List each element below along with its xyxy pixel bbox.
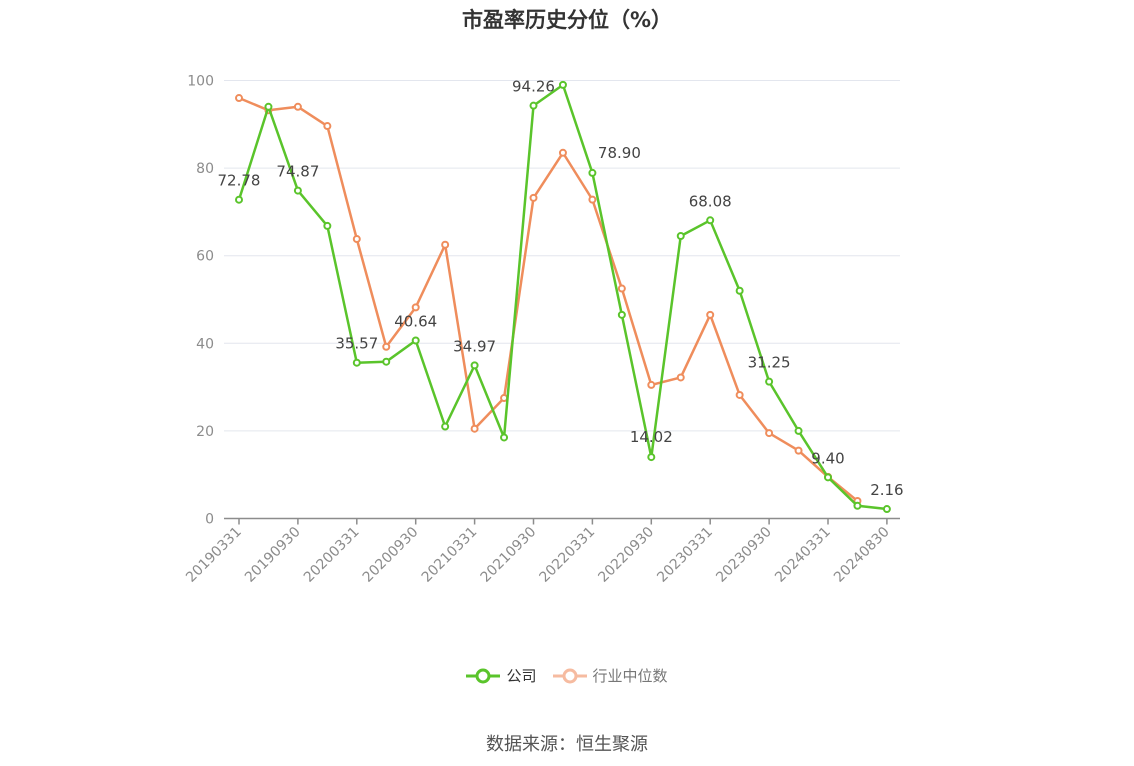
x-tick-label: 20240331 xyxy=(772,524,834,586)
x-axis: 2019033120190930202003312020093020210331… xyxy=(183,517,900,586)
data-point xyxy=(558,148,567,157)
data-point xyxy=(735,286,744,295)
data-point xyxy=(500,433,509,442)
legend-company-swatch-icon xyxy=(466,668,501,683)
legend-item-industry[interactable]: 行业中位数 xyxy=(552,665,668,686)
y-tick-label: 0 xyxy=(205,512,214,528)
data-point xyxy=(382,342,391,351)
data-label: 40.64 xyxy=(394,312,437,330)
data-point xyxy=(235,195,243,204)
x-tick-label: 20190331 xyxy=(183,524,245,586)
chart-title: 市盈率历史分位（%） xyxy=(461,8,673,32)
grid-lines xyxy=(224,80,900,432)
x-tick-label: 20200930 xyxy=(360,524,422,586)
data-point xyxy=(382,357,391,366)
data-point xyxy=(411,336,420,345)
data-point xyxy=(735,390,744,399)
data-point xyxy=(794,446,803,455)
y-tick-label: 80 xyxy=(196,161,214,177)
data-point xyxy=(765,377,774,386)
data-label: 35.57 xyxy=(335,335,378,353)
data-point xyxy=(765,429,774,438)
data-point xyxy=(529,101,538,110)
data-point xyxy=(617,310,626,319)
series-industry xyxy=(235,94,862,505)
x-tick-label: 20210930 xyxy=(478,524,540,586)
x-tick-label: 20240830 xyxy=(831,524,893,586)
data-label: 68.08 xyxy=(689,192,732,210)
x-tick-label: 20230930 xyxy=(713,524,775,586)
data-labels: 72.78 74.87 35.57 40.64 34.97 94.26 78.90 14.02… xyxy=(218,78,904,499)
data-point xyxy=(235,94,243,103)
legend-item-company[interactable]: 公司 xyxy=(466,665,537,686)
data-label: 31.25 xyxy=(748,354,791,372)
legend: 公司 行业中位数 xyxy=(0,665,1134,686)
data-point xyxy=(470,361,479,370)
data-point xyxy=(588,168,597,177)
data-label: 72.78 xyxy=(218,172,261,190)
x-tick-label: 20210331 xyxy=(419,524,481,586)
data-point xyxy=(411,303,420,312)
y-axis: 0 20 40 60 80 100 xyxy=(187,74,214,528)
data-point xyxy=(706,216,715,225)
x-tick-label: 20220930 xyxy=(595,524,657,586)
data-label: 14.02 xyxy=(630,428,673,446)
x-tick-label: 20200331 xyxy=(301,524,363,586)
data-point xyxy=(352,235,361,244)
legend-company-label: 公司 xyxy=(506,667,537,685)
source-note: 数据来源：恒生聚源 xyxy=(486,734,648,755)
data-label: 9.40 xyxy=(811,449,844,467)
data-point xyxy=(853,501,862,510)
data-point xyxy=(617,284,626,293)
data-point xyxy=(706,310,715,319)
data-point xyxy=(588,195,597,204)
data-point xyxy=(323,221,332,230)
data-point xyxy=(352,358,361,367)
series-line xyxy=(238,96,859,502)
y-tick-label: 20 xyxy=(196,424,214,440)
data-point xyxy=(293,102,302,111)
data-label: 94.26 xyxy=(512,78,555,96)
data-point xyxy=(293,186,302,195)
data-point xyxy=(824,473,832,482)
legend-industry-swatch-icon xyxy=(552,668,587,683)
x-tick-label: 20230331 xyxy=(654,524,716,586)
x-tick-label: 20220331 xyxy=(537,524,599,586)
data-point xyxy=(441,422,450,431)
data-point xyxy=(794,426,803,435)
x-tick-label: 20190930 xyxy=(242,524,304,586)
data-point xyxy=(441,240,450,249)
data-point xyxy=(882,505,891,514)
data-label: 78.90 xyxy=(598,144,641,162)
legend-industry-label: 行业中位数 xyxy=(592,667,668,685)
data-point xyxy=(647,453,656,462)
data-point xyxy=(323,122,332,131)
y-tick-label: 60 xyxy=(196,249,214,265)
y-tick-label: 40 xyxy=(196,336,214,352)
y-tick-label: 100 xyxy=(187,74,214,90)
data-label: 74.87 xyxy=(276,163,319,181)
data-point xyxy=(647,380,656,389)
data-label: 34.97 xyxy=(453,337,496,355)
series-group xyxy=(235,80,891,514)
data-point xyxy=(676,231,685,240)
data-point xyxy=(470,424,479,433)
data-point xyxy=(529,193,538,202)
data-point xyxy=(676,373,685,382)
series-company xyxy=(235,80,891,514)
data-point xyxy=(558,80,567,89)
data-point xyxy=(264,102,273,111)
data-label: 2.16 xyxy=(870,481,903,499)
